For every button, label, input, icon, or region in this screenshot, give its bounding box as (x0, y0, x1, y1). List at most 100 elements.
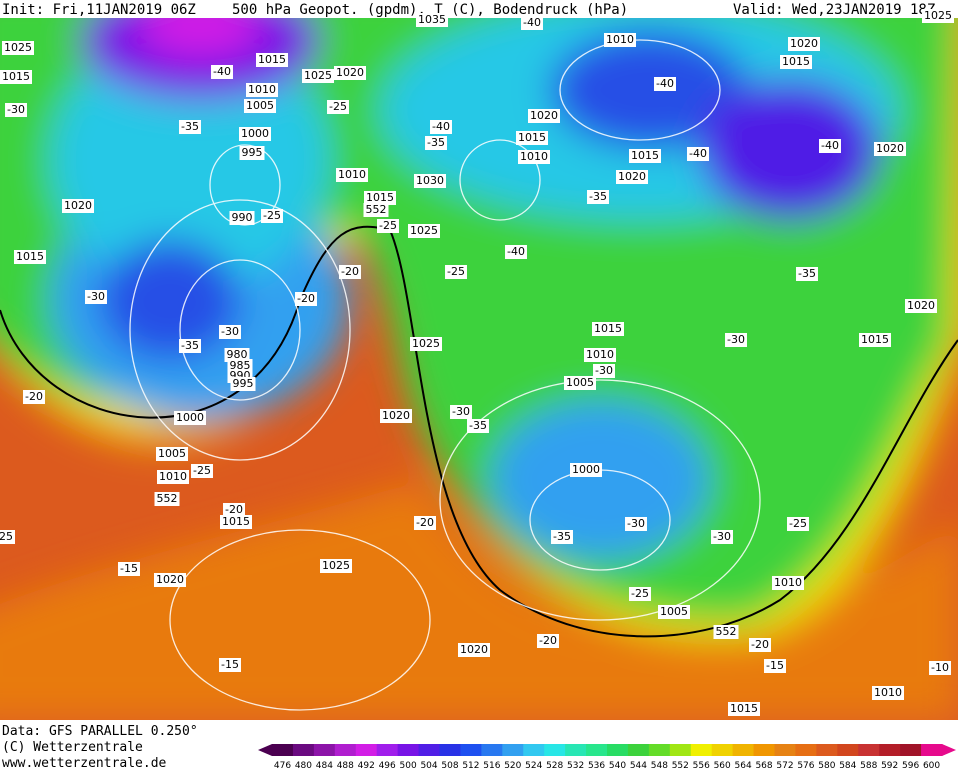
label-box (505, 245, 527, 259)
colorbar-label: 556 (693, 761, 710, 770)
label-box (239, 146, 265, 160)
colorbar-label: 540 (609, 761, 626, 770)
data-source: Data: GFS PARALLEL 0.250° (2, 724, 198, 739)
contour-label: -20 (341, 265, 359, 278)
contour-label: 995 (242, 146, 263, 159)
contour-label: -35 (469, 419, 487, 432)
label-box (0, 530, 15, 544)
label-box (616, 170, 648, 184)
contour-label: 1015 (222, 515, 250, 528)
contour-label: -35 (181, 339, 199, 352)
label-box (711, 530, 733, 544)
label-box (339, 265, 361, 279)
label-box (174, 411, 206, 425)
colorbar-swatch (334, 744, 357, 756)
contour-label: 552 (716, 625, 737, 638)
colorbar-swatch (418, 744, 440, 756)
label-box (179, 339, 201, 353)
colorbar-swatch (711, 744, 734, 756)
contour-label: -35 (553, 530, 571, 543)
contour-label: 1015 (258, 53, 286, 66)
label-box (725, 333, 747, 347)
map-title: 500 hPa Geopot. (gpdm), T (C), Bodendruc… (232, 2, 628, 18)
colorbar-swatch (732, 744, 755, 756)
label-box (872, 686, 904, 700)
label-box (62, 199, 94, 213)
contour-label: 1020 (460, 643, 488, 656)
colorbar-swatch (565, 744, 587, 756)
label-box (244, 99, 276, 113)
contour-label: -35 (798, 267, 816, 280)
colorbar-swatch (795, 744, 817, 756)
label-box (629, 149, 661, 163)
contour-label: 1025 (322, 559, 350, 572)
label-box (157, 470, 189, 484)
colorbar-label: 476 (274, 761, 291, 770)
label-box (654, 77, 676, 91)
contour-label: 1000 (176, 411, 204, 424)
contour-label: 1010 (874, 686, 902, 699)
contour-label: 1020 (64, 199, 92, 212)
label-box (156, 447, 188, 461)
colorbar-swatch (690, 744, 713, 756)
label-box (658, 605, 690, 619)
label-box (564, 376, 596, 390)
colorbar-swatch (774, 744, 796, 756)
contour-label: -25 (631, 587, 649, 600)
label-box (629, 587, 651, 601)
label-box (223, 503, 245, 517)
contour-label: 1010 (338, 168, 366, 181)
label-box (179, 120, 201, 134)
colorbar-label: 560 (714, 761, 731, 770)
contour-label: -25 (379, 219, 397, 232)
contour-label: 1020 (336, 66, 364, 79)
label-box (327, 100, 349, 114)
colorbar-label: 596 (902, 761, 919, 770)
label-box (929, 661, 951, 675)
contour-label: -30 (595, 364, 613, 377)
colorbar-swatch (397, 744, 420, 756)
contour-label: 1015 (16, 250, 44, 263)
contour-label: -25 (263, 209, 281, 222)
label-box (819, 139, 841, 153)
label-box (23, 390, 45, 404)
colorbar-swatch (921, 744, 943, 756)
contour-label: 552 (366, 203, 387, 216)
contour-label: -40 (821, 139, 839, 152)
colorbar-swatch (502, 744, 524, 756)
contour-label: -15 (766, 659, 784, 672)
colorbar-swatch (292, 744, 315, 756)
label-box (239, 127, 271, 141)
label-box (5, 103, 27, 117)
label-box (191, 464, 213, 478)
label-box (788, 37, 820, 51)
contour-label: -35 (181, 120, 199, 133)
label-box (302, 69, 334, 83)
label-box (796, 267, 818, 281)
colorbar-swatch (879, 744, 901, 756)
contour-label: 1015 (730, 702, 758, 715)
label-box (780, 55, 812, 69)
contour-label: 1015 (594, 322, 622, 335)
colorbar-swatch (313, 744, 336, 756)
contour-label: 1025 (4, 41, 32, 54)
contour-label: 552 (157, 492, 178, 505)
colorbar-swatch (439, 744, 461, 756)
label-box (85, 290, 107, 304)
contour-label: 1015 (518, 131, 546, 144)
label-box (364, 191, 396, 205)
colorbar-swatch (607, 744, 629, 756)
label-box (445, 265, 467, 279)
contour-label: 980 (227, 348, 248, 361)
colorbar-label: 528 (546, 761, 563, 770)
colorbar-label: 532 (567, 761, 584, 770)
colorbar-swatch (355, 744, 378, 756)
label-box (256, 53, 288, 67)
contour-label: 25 (0, 530, 13, 543)
contour-label: -15 (120, 562, 138, 575)
colorbar-label: 584 (839, 761, 856, 770)
colorbar-label: 564 (735, 761, 752, 770)
contour-label: -40 (432, 120, 450, 133)
label-box (220, 515, 252, 529)
contour-label: 1010 (159, 470, 187, 483)
